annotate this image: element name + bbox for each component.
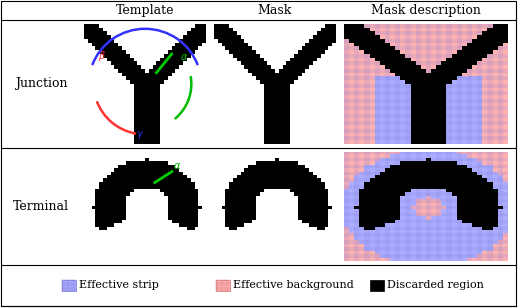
Text: γ: γ xyxy=(137,129,142,139)
Text: Terminal: Terminal xyxy=(13,200,69,213)
Text: Effective strip: Effective strip xyxy=(79,281,159,290)
Text: Mask description: Mask description xyxy=(371,4,481,17)
Text: Template: Template xyxy=(116,4,174,17)
Text: Junction: Junction xyxy=(15,78,67,91)
Text: Effective background: Effective background xyxy=(233,281,354,290)
Bar xyxy=(370,280,384,291)
Text: α: α xyxy=(174,161,180,171)
Bar xyxy=(216,280,230,291)
Text: Discarded region: Discarded region xyxy=(387,281,484,290)
Bar xyxy=(62,280,76,291)
Text: α: α xyxy=(181,52,188,62)
Text: β: β xyxy=(98,51,105,61)
Text: Mask: Mask xyxy=(258,4,292,17)
